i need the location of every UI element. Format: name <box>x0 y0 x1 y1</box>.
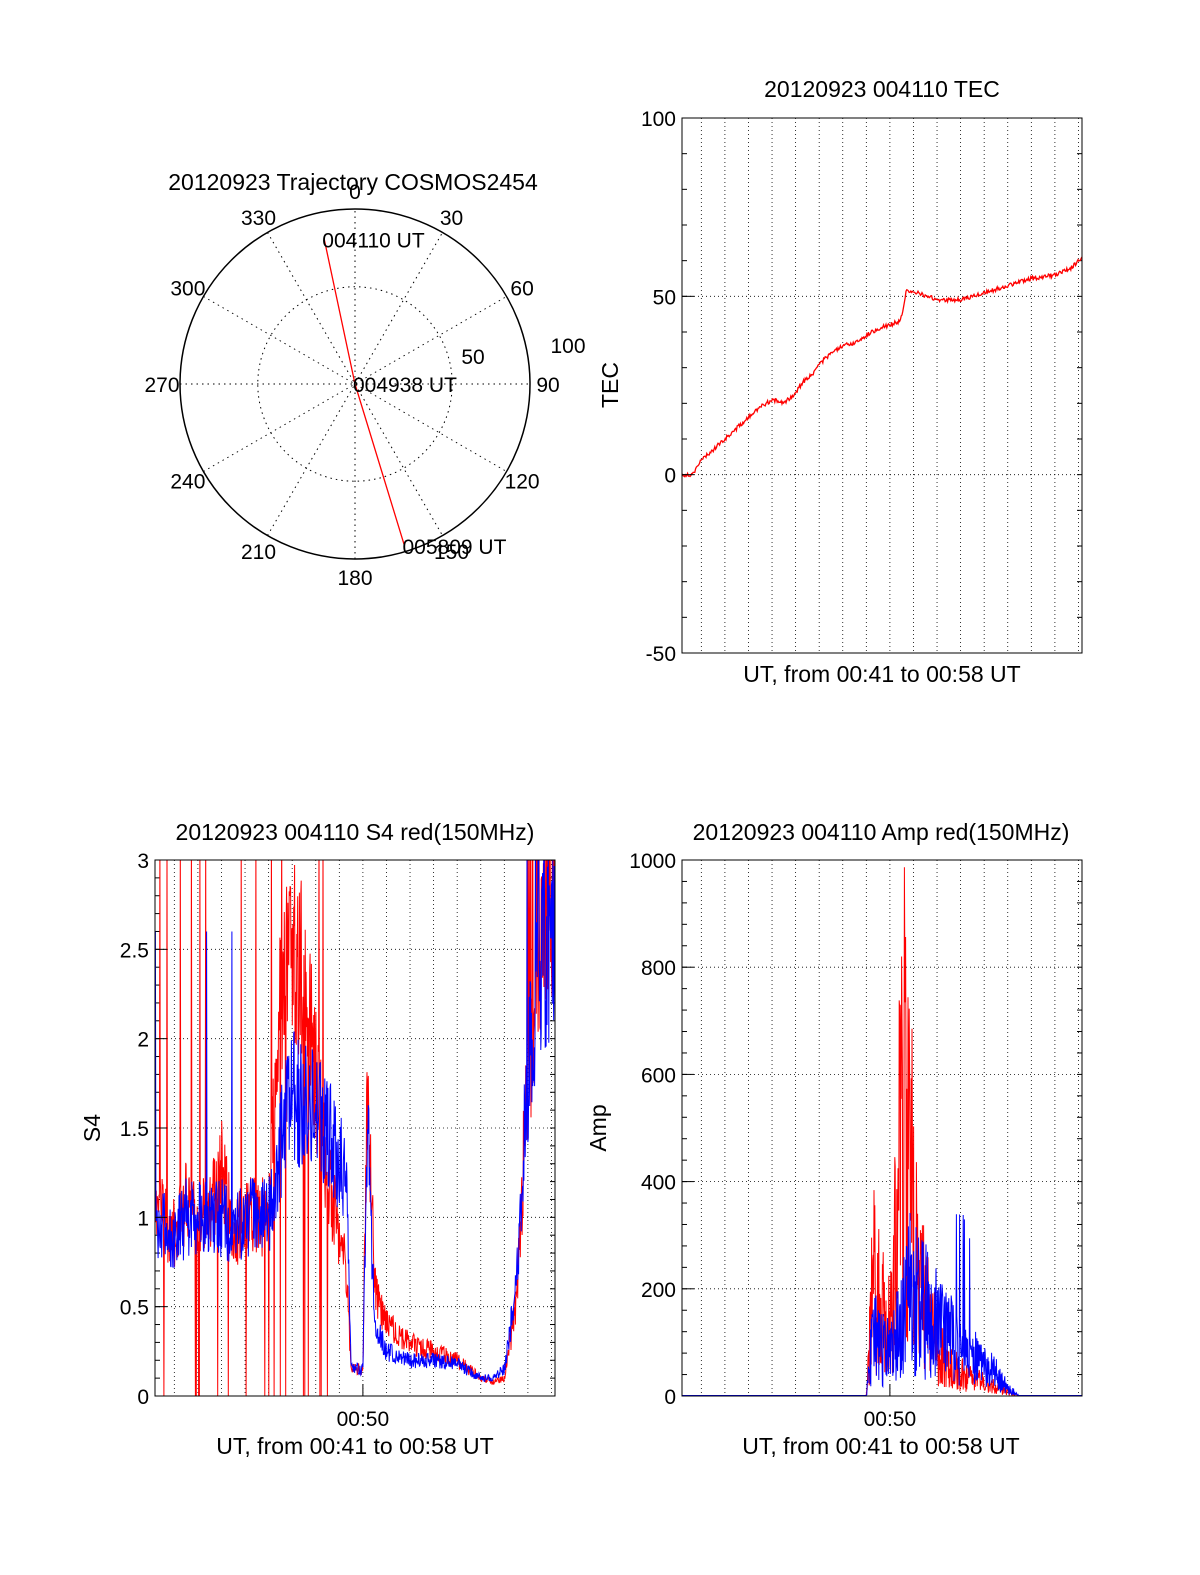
polar-radial-labels: 50 100 <box>461 335 585 369</box>
polar-spoke-60 <box>203 296 507 472</box>
amp-xlabel: UT, from 00:41 to 00:58 UT <box>742 1433 1019 1459</box>
y-tick-label: 2 <box>137 1029 149 1052</box>
amp-series <box>682 867 1082 1396</box>
polar-radial-label: 100 <box>550 335 585 358</box>
amp-panel: 20120923 004110 Amp red(150MHz) 0 200 400 6… <box>585 819 1083 1459</box>
series-line-0 <box>155 860 555 1396</box>
polar-grid <box>179 208 531 560</box>
s4-ylabel: S4 <box>79 1114 105 1142</box>
polar-spoke-30 <box>267 232 443 536</box>
polar-angle-label: 300 <box>170 278 205 301</box>
y-tick-label: 600 <box>641 1064 676 1087</box>
polar-angle-label: 120 <box>505 471 540 494</box>
s4-series <box>155 860 555 1396</box>
y-tick-label: 800 <box>641 957 676 980</box>
polar-angle-label: 240 <box>170 471 205 494</box>
tec-series <box>682 256 1082 478</box>
y-tick-label: 400 <box>641 1172 676 1195</box>
tec-plot-frame <box>681 117 1083 654</box>
trajectory-annotations: 004110 UT 004938 UT 005809 UT <box>322 230 506 559</box>
series-line-0 <box>682 256 1082 478</box>
s4-tick-labels: 0 0.5 1 1.5 2 2.5 3 00:50 <box>120 850 389 1431</box>
x-tick-label: 00:50 <box>864 1408 917 1431</box>
y-tick-label: 50 <box>653 286 676 309</box>
y-tick-label: 1000 <box>629 850 676 873</box>
polar-angle-label: 210 <box>241 541 276 564</box>
tec-grid <box>682 117 1082 654</box>
polar-radial-label: 50 <box>461 346 484 369</box>
amp-ylabel: Amp <box>585 1104 611 1151</box>
y-tick-label: 200 <box>641 1279 676 1302</box>
trajectory-annotation: 004110 UT <box>322 230 425 253</box>
y-tick-label: 0 <box>664 465 676 488</box>
s4-title: 20120923 004110 S4 red(150MHz) <box>176 819 535 845</box>
y-tick-label: 1 <box>137 1207 149 1230</box>
y-tick-label: 100 <box>641 108 676 131</box>
y-tick-label: 3 <box>137 850 149 873</box>
tec-title: 20120923 004110 TEC <box>764 76 1000 102</box>
trajectory-line-0 <box>323 239 406 546</box>
tec-panel: 20120923 004110 TEC -50 0 50 100 UT, from 0… <box>597 76 1083 687</box>
tec-xlabel: UT, from 00:41 to 00:58 UT <box>743 661 1020 687</box>
tec-tick-labels: -50 0 50 100 <box>641 108 694 666</box>
tec-ylabel: TEC <box>597 362 623 408</box>
s4-xlabel: UT, from 00:41 to 00:58 UT <box>216 1433 493 1459</box>
s4-panel: 20120923 004110 S4 red(150MHz) 0 0.5 1 1.5 2… <box>79 819 556 1459</box>
trajectory-annotation: 005809 UT <box>403 536 507 559</box>
polar-angle-label: 270 <box>144 374 179 397</box>
trajectory-series <box>323 239 406 546</box>
trajectory-polar-panel: 20120923 Trajectory COSMOS2454 0 30 60 90 12… <box>144 169 585 590</box>
y-tick-label: 0.5 <box>120 1297 149 1320</box>
polar-spoke-120 <box>203 296 507 472</box>
x-tick-label: 00:50 <box>337 1408 390 1431</box>
series-line-1 <box>155 860 555 1383</box>
y-tick-label: 2.5 <box>120 939 149 962</box>
series-line-0 <box>682 867 1082 1396</box>
trajectory-annotation: 004938 UT <box>353 374 457 397</box>
s4-grid <box>155 859 555 1397</box>
y-tick-label: 0 <box>137 1386 149 1409</box>
polar-spoke-150 <box>267 232 443 536</box>
y-tick-label: 1.5 <box>120 1118 149 1141</box>
amp-title: 20120923 004110 Amp red(150MHz) <box>693 819 1070 845</box>
polar-angle-labels: 0 30 60 90 120 150 180 210 240 270 300 330 <box>144 181 559 590</box>
polar-angle-label: 0 <box>349 181 361 204</box>
polar-angle-label: 150 <box>434 541 469 564</box>
polar-angle-label: 330 <box>241 207 276 230</box>
polar-angle-label: 90 <box>536 374 559 397</box>
polar-inner-circle <box>257 286 453 482</box>
polar-angle-label: 180 <box>337 567 372 590</box>
polar-angle-label: 60 <box>510 278 533 301</box>
amp-plot-frame <box>681 859 1083 1397</box>
y-tick-label: -50 <box>646 643 676 666</box>
amp-tick-labels: 0 200 400 600 800 1000 00:50 <box>629 850 916 1431</box>
polar-angle-label: 30 <box>440 207 463 230</box>
y-tick-label: 0 <box>664 1386 676 1409</box>
trajectory-title: 20120923 Trajectory COSMOS2454 <box>168 169 538 195</box>
